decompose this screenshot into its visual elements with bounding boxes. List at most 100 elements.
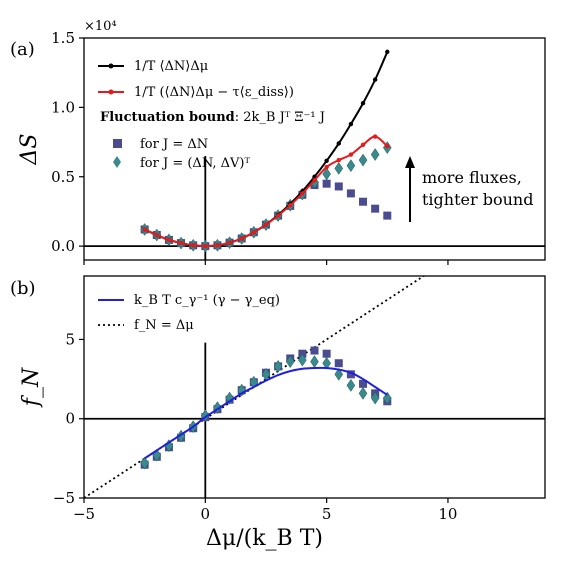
diamond-marker [140, 456, 149, 470]
y-tick-label: −5 [53, 489, 75, 507]
square-marker [359, 379, 368, 388]
panel-a: 0.0 0.5 1.0 1.5 (a) ×10⁴ ΔS 1/T ⟨ΔN⟩Δμ 1/T (⟨ΔN⟩… [10, 19, 546, 265]
legend-label-squares: for J = ΔN [140, 137, 208, 152]
annotation-arrow-head [405, 156, 415, 168]
y-tick-label: 1.5 [51, 29, 75, 47]
panel-label-b: (b) [10, 278, 36, 299]
series-line [144, 366, 388, 460]
legend-dot [108, 63, 114, 69]
legend-dot [108, 89, 114, 95]
axes-frame [83, 275, 546, 499]
data-point [324, 158, 329, 163]
y-tick-label: 5 [65, 330, 75, 348]
diamond-marker [382, 391, 392, 405]
diamond-marker [358, 153, 368, 167]
data-point [300, 191, 305, 196]
y-tick-label: 0.0 [51, 237, 75, 255]
diamond-marker [213, 401, 222, 415]
square-marker [310, 346, 319, 355]
legend-label-black: 1/T ⟨ΔN⟩Δμ [134, 59, 208, 74]
legend-heading: Fluctuation bound: 2k_B Jᵀ Ξ⁻¹ J [100, 110, 325, 125]
data-point [288, 202, 293, 208]
square-marker [346, 189, 355, 198]
y-tick-label: 0 [65, 410, 75, 428]
data-point [312, 178, 317, 183]
data-point [360, 101, 366, 106]
data-point [239, 236, 244, 241]
data-point [178, 240, 184, 246]
y-axis-label: ΔS [17, 134, 42, 166]
diamond-marker [370, 391, 380, 405]
series-line [144, 366, 388, 460]
data-point [336, 141, 341, 146]
data-point [385, 49, 390, 55]
data-point [154, 232, 159, 238]
diamond-marker [285, 355, 295, 369]
x-tick-label: 5 [322, 505, 332, 523]
panel-label-a: (a) [10, 39, 35, 60]
diamond-marker [346, 378, 356, 392]
legend-square-marker [113, 139, 122, 148]
diamond-marker [225, 391, 234, 405]
diamond-marker [176, 429, 186, 443]
data-point [142, 227, 147, 232]
square-marker [371, 204, 380, 213]
data-point [263, 222, 269, 227]
legend-b: k_B T c_γ⁻¹ (γ − γ_eq) f_N = Δμ [98, 293, 280, 333]
data-point [190, 243, 196, 248]
y-axis-label: f_N [19, 367, 44, 408]
y-tick-label: 0.5 [51, 168, 75, 186]
data-point [166, 237, 172, 243]
data-point [203, 243, 208, 249]
series-diamond-markers [140, 353, 392, 470]
square-marker [334, 182, 343, 191]
series-line-dots [142, 134, 390, 249]
data-point [372, 77, 378, 82]
square-marker [383, 211, 392, 220]
annotation-line-2: tighter bound [422, 190, 533, 209]
data-point [348, 152, 354, 157]
data-point [360, 142, 366, 148]
square-marker [359, 197, 368, 206]
diamond-marker [298, 353, 307, 367]
diamond-marker [334, 367, 344, 381]
legend-label-diamonds: for J = (ΔN, ΔV)ᵀ [140, 156, 250, 171]
diamond-marker [358, 386, 368, 400]
series-square-markers [140, 346, 392, 469]
square-marker [346, 370, 355, 379]
y-exponent-label: ×10⁴ [84, 19, 117, 34]
data-point [215, 243, 220, 248]
diamond-marker [334, 161, 344, 175]
diamond-marker [273, 359, 283, 373]
x-tick-label: 10 [438, 505, 457, 523]
data-point [336, 157, 341, 163]
legend-diamond-marker [113, 156, 121, 168]
diamond-marker [346, 159, 356, 173]
data-point [372, 134, 378, 139]
legend-label-red: 1/T (⟨ΔN⟩Δμ − τ⟨ε_diss⟩) [134, 85, 294, 100]
data-point [275, 213, 281, 218]
panel-b: −5 0 5 −5 0 5 10 (b) f_N Δμ/(k_B T) k_B T c_γ⁻¹ (γ… [10, 275, 546, 551]
diamond-marker [370, 148, 380, 162]
data-point [227, 240, 232, 245]
data-point [385, 144, 390, 149]
x-tick-label: −5 [73, 505, 95, 523]
diamond-marker [237, 383, 247, 397]
x-tick-label: 0 [201, 505, 211, 523]
data-point [348, 121, 354, 127]
legend-label-dotted: f_N = Δμ [134, 318, 194, 333]
square-marker [334, 359, 343, 368]
legend-a: 1/T ⟨ΔN⟩Δμ 1/T (⟨ΔN⟩Δμ − τ⟨ε_diss⟩) Fluctu… [98, 59, 325, 171]
legend-label-blue: k_B T c_γ⁻¹ (γ − γ_eq) [134, 293, 280, 308]
data-point [251, 230, 257, 235]
data-point [324, 164, 329, 170]
series-square-markers [140, 179, 392, 251]
annotation-line-1: more fluxes, [422, 168, 522, 187]
square-marker [322, 179, 331, 188]
diamond-marker [322, 356, 331, 370]
x-axis-label: Δμ/(k_B T) [206, 526, 323, 551]
diamond-marker [322, 167, 331, 181]
y-tick-label: 1.0 [51, 98, 75, 116]
axes-frame [83, 37, 546, 261]
